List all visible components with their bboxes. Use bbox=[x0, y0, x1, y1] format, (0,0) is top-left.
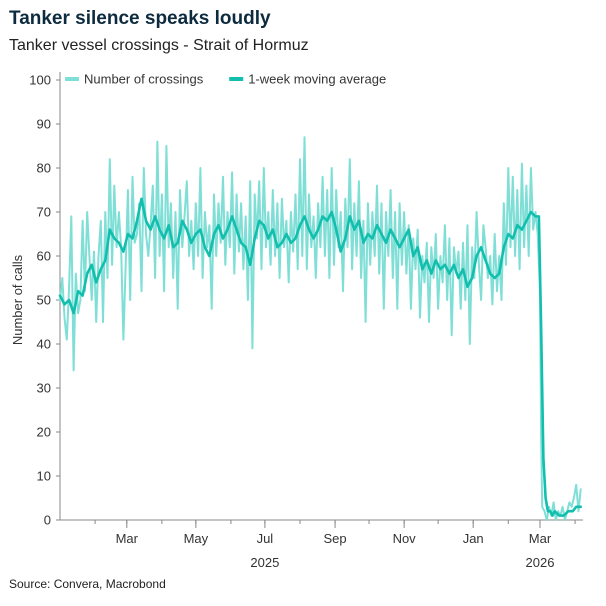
y-tick-label: 50 bbox=[37, 293, 51, 308]
y-tick-label: 40 bbox=[37, 337, 51, 352]
x-year-label: 2026 bbox=[526, 555, 555, 570]
y-axis: 0 10 20 30 40 50 60 70 80 90 100 Number of calls bbox=[10, 72, 61, 528]
x-tick-label: Sep bbox=[324, 531, 347, 546]
plot-lines bbox=[58, 136, 583, 521]
legend-label: 1-week moving average bbox=[248, 72, 386, 87]
chart-area: 0 10 20 30 40 50 60 70 80 90 100 Number of calls Ma… bbox=[10, 72, 583, 570]
y-tick-label: 10 bbox=[37, 469, 51, 484]
x-tick-label: Jul bbox=[257, 531, 274, 546]
y-tick-label: 80 bbox=[37, 161, 51, 176]
x-axis: Mar May Jul Sep Nov Jan Mar 2025 2026 bbox=[60, 519, 583, 570]
x-tick-label: Jan bbox=[463, 531, 484, 546]
y-tick-label: 100 bbox=[29, 73, 51, 88]
source-note: Source: Convera, Macrobond bbox=[9, 577, 166, 591]
y-tick-label: 90 bbox=[37, 117, 51, 132]
y-tick-label: 0 bbox=[44, 513, 51, 528]
y-axis-label: Number of calls bbox=[10, 254, 25, 345]
chart-title: Tanker silence speaks loudly bbox=[9, 8, 271, 29]
x-tick-label: Mar bbox=[116, 531, 139, 546]
y-tick-label: 60 bbox=[37, 249, 51, 264]
x-tick-label: May bbox=[184, 531, 209, 546]
y-tick-label: 70 bbox=[37, 205, 51, 220]
legend-label: Number of crossings bbox=[84, 72, 204, 87]
chart-subtitle: Tanker vessel crossings - Strait of Horm… bbox=[9, 37, 309, 54]
y-tick-label: 20 bbox=[37, 425, 51, 440]
legend: Number of crossings 1-week moving average bbox=[65, 72, 386, 87]
x-tick-label: Nov bbox=[393, 531, 417, 546]
series-line-moving-average bbox=[58, 197, 583, 517]
x-year-label: 2025 bbox=[250, 555, 279, 570]
x-tick-label: Mar bbox=[529, 531, 552, 546]
y-tick-label: 30 bbox=[37, 381, 51, 396]
series-line-crossings bbox=[59, 136, 582, 521]
